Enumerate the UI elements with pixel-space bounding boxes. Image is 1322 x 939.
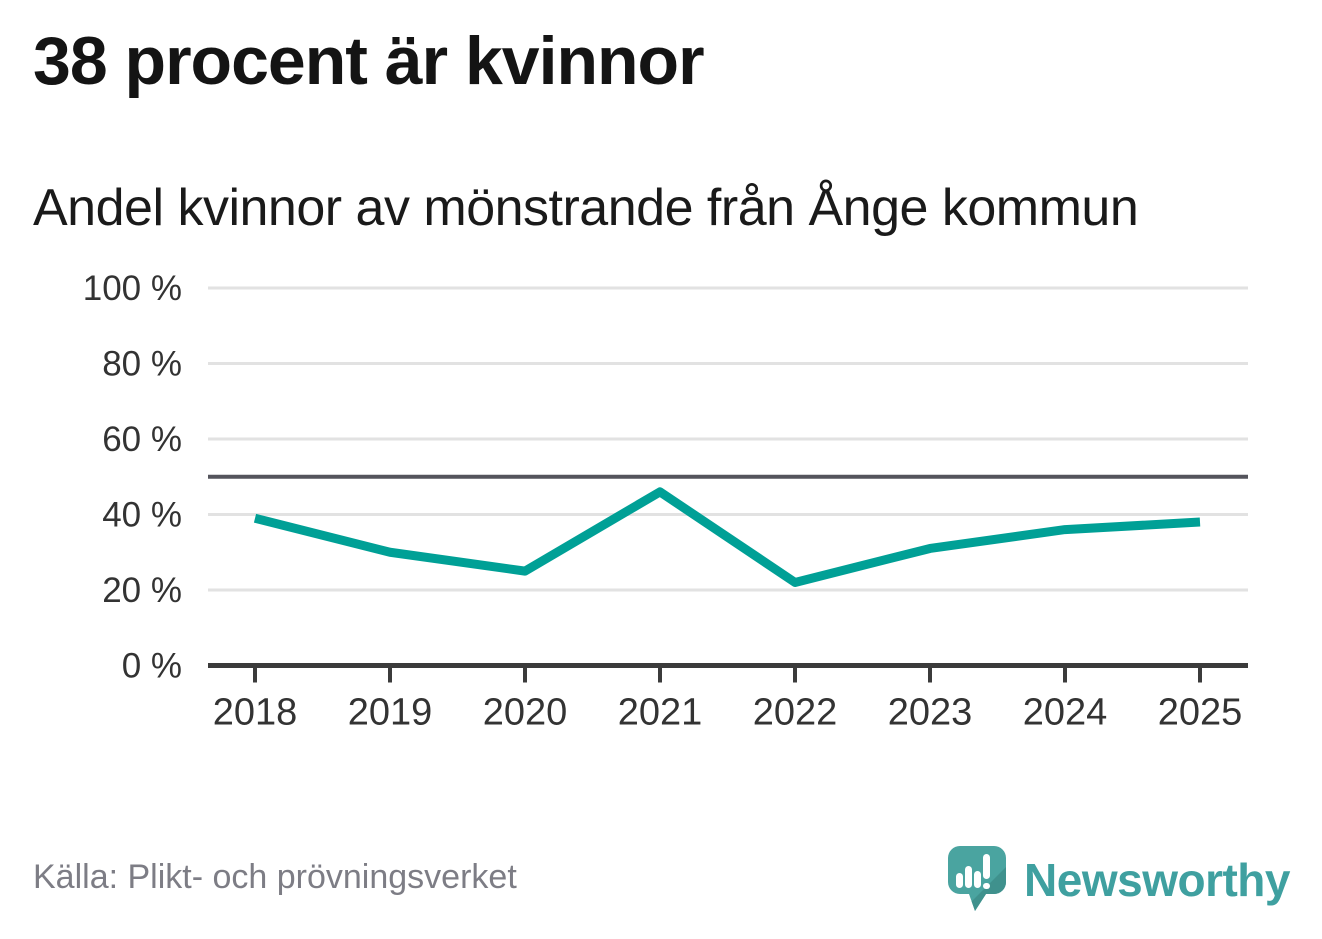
newsworthy-wordmark: Newsworthy <box>1024 854 1290 906</box>
y-tick-label-100: 100 % <box>83 269 182 308</box>
logo-bars <box>956 854 991 889</box>
x-tick-label-2020: 2020 <box>483 692 568 734</box>
newsworthy-brand: Newsworthy <box>944 840 1290 920</box>
x-tick-label-2019: 2019 <box>348 692 433 734</box>
x-tick-label-2018: 2018 <box>213 692 298 734</box>
source-note: Källa: Plikt- och prövningsverket <box>33 858 517 896</box>
data-line-andel-kvinnor-av-m-nstrande <box>253 487 1201 587</box>
page-title: 38 procent är kvinnor <box>33 23 705 99</box>
x-tick-label-2023: 2023 <box>888 692 973 734</box>
y-tick-label-20: 20 % <box>102 571 182 610</box>
x-tick-label-2025: 2025 <box>1158 692 1243 734</box>
newsworthy-logo-icon <box>948 846 1007 911</box>
line-chart: 0 % 20 % 40 % 60 % 80 % 100 % 2018 2019 2020 2021… <box>83 269 1248 734</box>
chart-subtitle: Andel kvinnor av mönstrande från Ånge ko… <box>33 179 1139 237</box>
x-tick-label-2021: 2021 <box>618 692 703 734</box>
x-tick-label-2022: 2022 <box>753 692 838 734</box>
y-tick-label-40: 40 % <box>102 496 182 535</box>
y-tick-label-0: 0 % <box>122 647 182 686</box>
y-tick-label-60: 60 % <box>102 420 182 459</box>
x-tick-label-2024: 2024 <box>1023 692 1108 734</box>
y-tick-label-80: 80 % <box>102 345 182 384</box>
